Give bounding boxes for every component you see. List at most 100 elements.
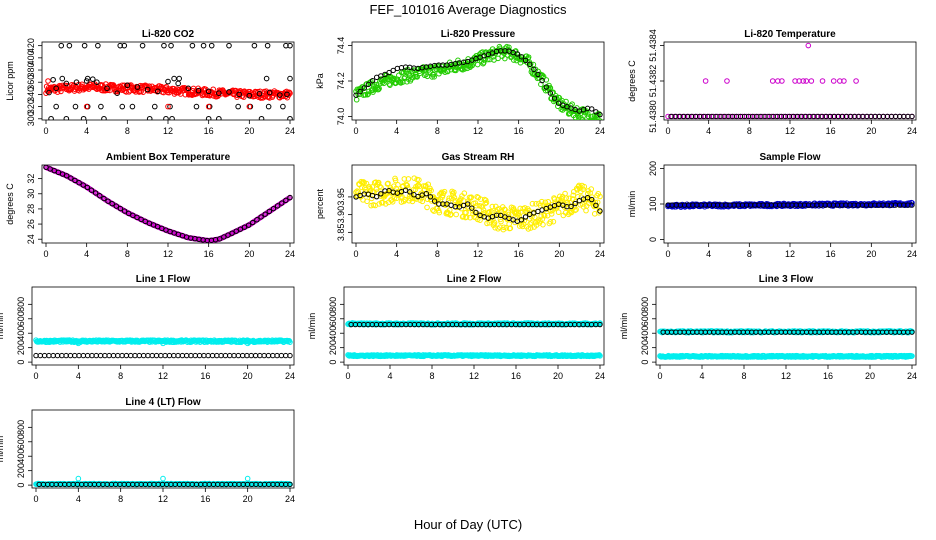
data-point [109, 200, 115, 207]
data-point [514, 51, 520, 57]
x-tick-label: 8 [125, 126, 130, 136]
chart-title: Sample Flow [759, 152, 820, 163]
data-point [431, 74, 437, 80]
data-point [76, 352, 82, 359]
data-point [114, 90, 120, 96]
data-point [368, 195, 375, 202]
data-point [216, 90, 222, 96]
data-point [84, 352, 91, 359]
data-point [518, 54, 525, 60]
data-point [84, 184, 91, 191]
data-point [580, 186, 586, 193]
x-tick-label: 20 [243, 371, 253, 381]
data-point [549, 90, 556, 96]
data-point [588, 118, 593, 120]
data-point [805, 42, 812, 49]
data-point [246, 92, 253, 99]
data-point [909, 200, 915, 206]
x-tick-label: 12 [781, 371, 791, 381]
y-axis-label: degrees C [627, 60, 637, 102]
data-point [168, 42, 174, 49]
data-point [587, 118, 593, 120]
data-point [428, 187, 434, 194]
data-point [287, 352, 293, 359]
x-tick-label: 0 [345, 371, 350, 381]
data-point [533, 201, 539, 207]
data-point [270, 205, 277, 212]
data-point [80, 182, 86, 188]
x-tick-label: 12 [785, 249, 795, 259]
data-point [163, 115, 169, 120]
data-point [423, 190, 430, 197]
data-point [99, 82, 106, 89]
x-tick-label: 0 [353, 249, 358, 259]
data-point [93, 352, 99, 359]
data-series [45, 78, 253, 110]
x-tick-label: 0 [43, 126, 48, 136]
data-point [106, 352, 112, 359]
x-tick-label: 20 [554, 249, 564, 259]
data-point [171, 75, 177, 82]
data-point [390, 67, 396, 74]
y-tick-label: 51.4380 [648, 100, 658, 133]
data-point [568, 203, 574, 210]
x-tick-label: 8 [741, 371, 746, 381]
data-point [505, 211, 512, 218]
x-tick-label: 4 [387, 371, 392, 381]
plot-area [665, 42, 915, 120]
data-point [480, 59, 487, 66]
data-point [550, 218, 557, 225]
data-point [404, 78, 410, 85]
data-point [353, 96, 360, 103]
chart-title: Line 3 Flow [759, 274, 814, 285]
chart-title: Line 2 Flow [447, 274, 502, 285]
data-point [543, 84, 549, 90]
y-tick-label: 74.4 [336, 37, 346, 55]
x-tick-label: 4 [84, 126, 89, 136]
data-point [387, 184, 394, 191]
data-point [179, 352, 186, 359]
data-point [92, 190, 99, 196]
data-point [151, 103, 158, 110]
plot-frame [663, 41, 917, 121]
y-tick-label: 800 [16, 297, 26, 312]
data-series [668, 113, 915, 120]
data-point [231, 352, 237, 359]
y-tick-label: 600 [328, 311, 338, 326]
data-point [584, 190, 591, 197]
data-series [665, 202, 915, 208]
y-tick-label: 300 [26, 111, 36, 126]
data-point [479, 204, 486, 210]
x-axis-title: Hour of Day (UTC) [413, 517, 523, 532]
data-point [769, 78, 776, 84]
data-point [48, 115, 54, 120]
data-point [265, 103, 272, 110]
data-point [262, 211, 268, 217]
data-point [379, 199, 386, 206]
data-point [196, 352, 203, 359]
data-point [261, 352, 267, 359]
data-point [480, 211, 486, 217]
plot-area [657, 328, 915, 360]
data-point [472, 200, 479, 206]
data-point [474, 61, 481, 68]
data-point [69, 81, 75, 88]
data-point [226, 89, 232, 95]
data-point [463, 214, 470, 220]
data-point [58, 42, 65, 49]
data-point [526, 61, 533, 68]
data-point [522, 57, 529, 64]
data-point [80, 352, 87, 359]
data-point [46, 89, 52, 96]
x-tick-label: 4 [76, 494, 81, 504]
data-point [153, 352, 160, 359]
x-tick-label: 12 [469, 371, 479, 381]
x-tick-label: 8 [118, 494, 123, 504]
data-point [451, 189, 457, 196]
data-point [265, 352, 272, 359]
data-point [53, 85, 59, 92]
x-tick-label: 20 [866, 249, 876, 259]
data-point [368, 202, 374, 209]
